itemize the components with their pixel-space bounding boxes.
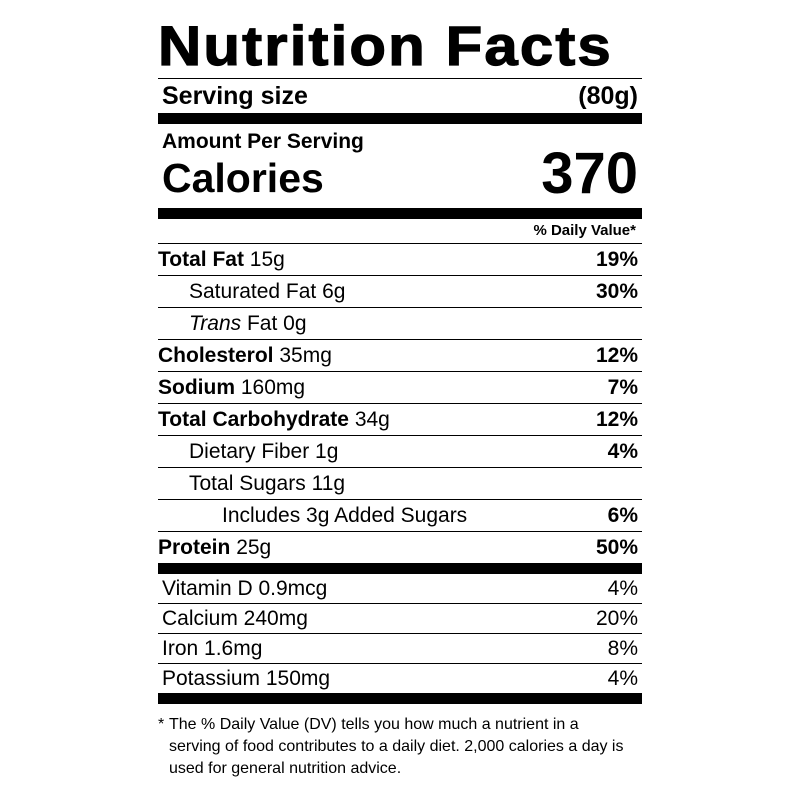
footnote: * The % Daily Value (DV) tells you how m… (158, 714, 628, 780)
nutrient-row: Trans Fat 0g (158, 307, 642, 339)
footnote-text: The % Daily Value (DV) tells you how muc… (169, 716, 624, 777)
nutrient-daily-value: 12% (595, 343, 638, 367)
nutrient-plain-name: Total Sugars (189, 471, 306, 495)
nutrient-row: Total Fat 15g 19% (158, 243, 642, 275)
vitamin-daily-value: 4% (607, 666, 638, 690)
amount-per-serving: Amount Per Serving (162, 130, 364, 153)
nutrient-amount: 34g (354, 407, 390, 431)
nutrient-daily-value: 4% (607, 439, 638, 463)
nutrient-daily-value: 19% (595, 247, 638, 271)
vitamin-name: Vitamin D 0.9mcg (162, 576, 328, 600)
thick-divider (158, 113, 642, 124)
vitamin-row: Potassium 150mg 4% (158, 663, 642, 693)
label-title: Nutrition Facts (157, 13, 613, 77)
nutrient-daily-value: 30% (595, 279, 638, 303)
nutrient-amount: 25g (236, 535, 272, 559)
nutrient-daily-value: 12% (595, 407, 638, 431)
nutrient-italic-name: Trans (189, 311, 242, 335)
nutrient-name: Saturated Fat 6g (158, 280, 345, 304)
nutrient-name: Sodium 160mg (158, 376, 305, 400)
nutrient-amount: 11g (311, 471, 346, 495)
nutrient-bold-name: Cholesterol (158, 343, 274, 367)
nutrient-row: Total Sugars 11g (158, 467, 642, 499)
calories-value: 370 (541, 141, 638, 206)
nutrient-plain-name: Dietary Fiber (189, 439, 310, 463)
vitamin-daily-value: 20% (595, 606, 638, 630)
vitamin-row: Vitamin D 0.9mcg 4% (158, 574, 642, 603)
nutrient-bold-name: Sodium (158, 375, 235, 399)
thick-divider (158, 563, 642, 574)
nutrient-amount: 35mg (279, 343, 332, 367)
vitamin-name: Iron 1.6mg (162, 636, 263, 660)
calories-label: Calories (162, 155, 324, 201)
nutrient-row: Includes 3g Added Sugars 6% (158, 499, 642, 531)
nutrient-name: Protein 25g (158, 536, 271, 560)
nutrient-bold-name: Total Fat (158, 247, 244, 271)
nutrient-amount: 1g (315, 439, 339, 463)
thick-divider (158, 208, 642, 219)
vitamin-name: Calcium 240mg (162, 606, 308, 630)
nutrient-row: Total Carbohydrate 34g 12% (158, 403, 642, 435)
nutrient-row: Protein 25g 50% (158, 531, 642, 563)
nutrient-amount: 0g (283, 311, 307, 335)
nutrient-list: Total Fat 15g 19% Saturated Fat 6g 30% Trans… (158, 243, 642, 563)
thick-divider (158, 693, 642, 704)
nutrient-row: Sodium 160mg 7% (158, 371, 642, 403)
nutrient-plain-name: Includes 3g Added Sugars (222, 503, 468, 527)
divider (158, 78, 642, 79)
vitamin-daily-value: 4% (607, 576, 638, 600)
serving-size-row: Serving size (80g) (158, 79, 642, 113)
vitamin-row: Calcium 240mg 20% (158, 603, 642, 633)
footnote-asterisk: * (158, 716, 165, 733)
nutrient-name: Cholesterol 35mg (158, 344, 332, 368)
nutrition-facts-label: Nutrition Facts Serving size (80g) Amoun… (157, 13, 642, 704)
vitamin-row: Iron 1.6mg 8% (158, 633, 642, 663)
nutrient-name: Dietary Fiber 1g (158, 440, 338, 464)
vitamin-name: Potassium 150mg (162, 666, 331, 690)
calories-row: Calories 370 (158, 145, 642, 203)
nutrient-amount: 15g (249, 247, 285, 271)
serving-size-label: Serving size (162, 82, 308, 110)
vitamin-daily-value: 8% (607, 636, 638, 660)
nutrient-amount: 160mg (240, 375, 306, 399)
nutrient-name: Total Sugars 11g (158, 472, 345, 496)
nutrient-bold-name: Protein (158, 535, 231, 559)
nutrient-daily-value: 50% (595, 535, 638, 559)
nutrient-name-rest: Fat (241, 311, 278, 335)
nutrient-amount: 6g (322, 279, 346, 303)
nutrient-bold-name: Total Carbohydrate (158, 407, 349, 431)
nutrient-row: Dietary Fiber 1g 4% (158, 435, 642, 467)
nutrient-row: Cholesterol 35mg 12% (158, 339, 642, 371)
nutrient-daily-value: 6% (607, 503, 638, 527)
nutrient-name: Includes 3g Added Sugars (158, 504, 467, 528)
nutrient-name: Total Carbohydrate 34g (158, 408, 390, 432)
nutrient-name: Total Fat 15g (158, 248, 285, 272)
nutrient-name: Trans Fat 0g (158, 312, 307, 336)
nutrient-row: Saturated Fat 6g 30% (158, 275, 642, 307)
nutrient-daily-value: 7% (607, 375, 638, 399)
daily-value-header: % Daily Value* (533, 222, 636, 239)
serving-size-value: (80g) (578, 82, 638, 110)
nutrient-plain-name: Saturated Fat (189, 279, 317, 303)
vitamin-list: Vitamin D 0.9mcg 4% Calcium 240mg 20% Iron 1… (158, 574, 642, 693)
